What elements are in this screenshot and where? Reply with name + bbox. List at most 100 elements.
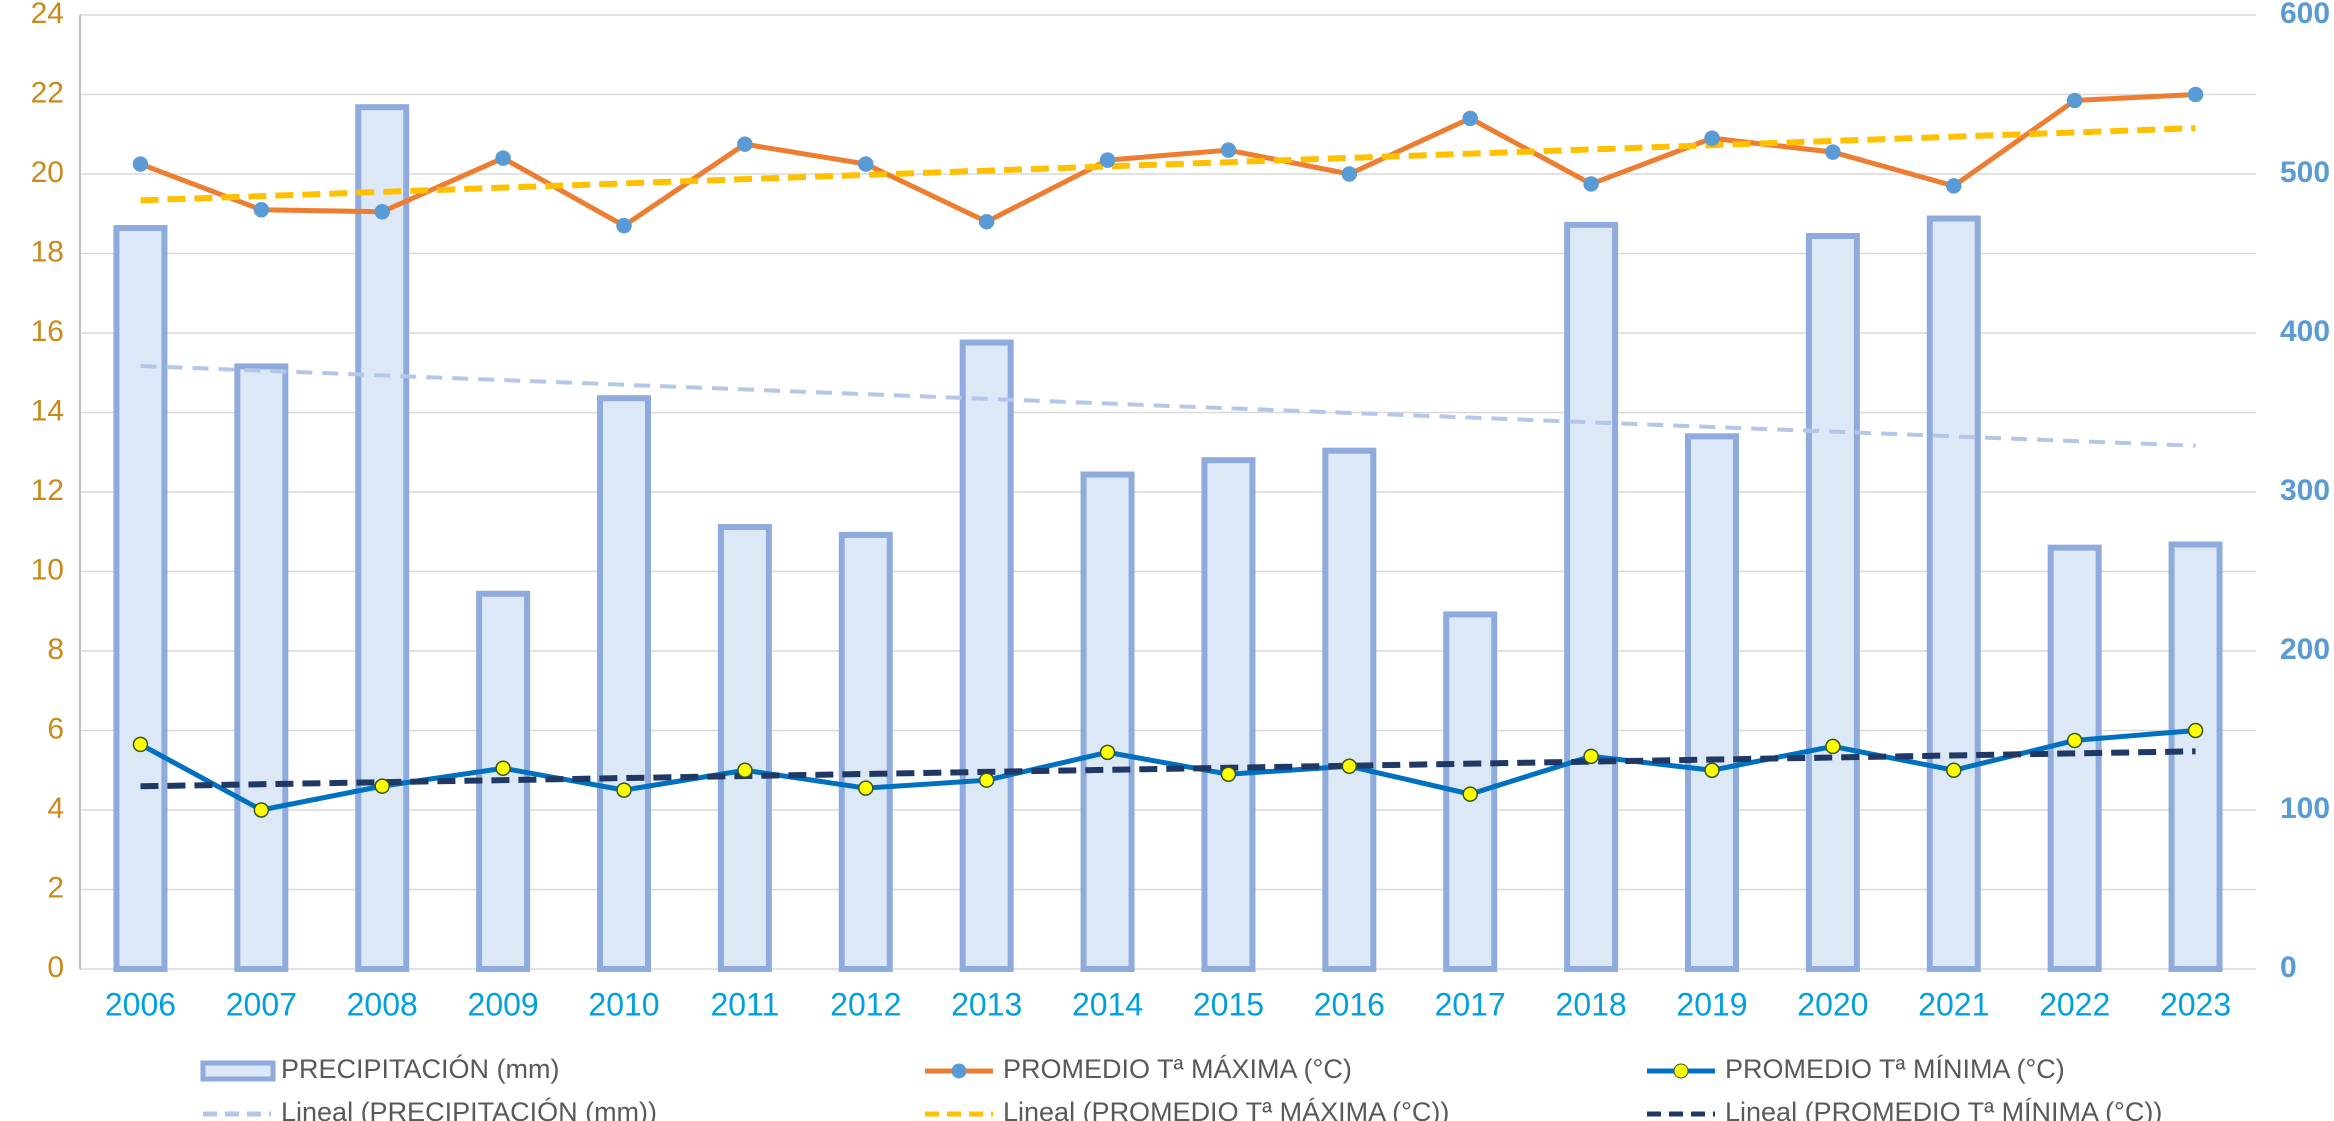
legend-label: PROMEDIO Tª MÍNIMA (°C) xyxy=(1725,1054,2065,1084)
y-tick-label: 24 xyxy=(31,0,64,30)
bar xyxy=(234,363,289,972)
marker xyxy=(737,762,753,778)
y-tick-label: 8 xyxy=(47,633,64,666)
legend-swatch xyxy=(951,1063,967,1079)
y-tick-label: 14 xyxy=(31,394,64,427)
y-tick-label: 0 xyxy=(47,951,64,984)
x-tick-label: 2008 xyxy=(347,986,418,1022)
bar xyxy=(597,395,651,972)
x-tick-label: 2016 xyxy=(1314,986,1385,1022)
y2-tick-label: 200 xyxy=(2280,633,2330,666)
y-tick-label: 16 xyxy=(31,315,64,348)
bar xyxy=(355,104,410,973)
marker xyxy=(2066,732,2083,749)
bar xyxy=(1080,471,1135,972)
y2-tick-label: 500 xyxy=(2280,156,2330,189)
bar xyxy=(1322,447,1377,973)
trend-line xyxy=(140,748,2196,790)
y-tick-label: 18 xyxy=(31,235,64,268)
y2-tick-label: 300 xyxy=(2280,474,2330,507)
marker xyxy=(495,760,511,777)
marker xyxy=(1583,748,1599,765)
marker xyxy=(2187,86,2204,103)
marker xyxy=(737,136,753,152)
marker xyxy=(616,217,632,234)
marker xyxy=(1704,130,1720,146)
bar xyxy=(2168,541,2223,972)
marker xyxy=(1099,152,1116,168)
legend-label: PRECIPITACIÓN (mm) xyxy=(281,1053,560,1084)
marker xyxy=(1220,766,1237,782)
marker xyxy=(2066,92,2083,109)
marker xyxy=(374,778,390,794)
y2-tick-label: 600 xyxy=(2280,0,2330,30)
marker xyxy=(253,802,270,818)
marker xyxy=(1704,762,1720,778)
bar xyxy=(1805,233,1860,972)
marker xyxy=(2187,722,2204,739)
marker xyxy=(132,736,149,753)
y-tick-label: 12 xyxy=(31,474,64,507)
legend-swatch xyxy=(200,1060,276,1082)
marker xyxy=(1825,144,1841,160)
trend-line xyxy=(140,125,2196,204)
legend-label: Lineal (PROMEDIO Tª MÍNIMA (°C)) xyxy=(1725,1097,2162,1121)
bar xyxy=(1926,215,1981,972)
bar xyxy=(1685,433,1739,973)
y-tick-label: 4 xyxy=(47,792,64,825)
x-tick-label: 2011 xyxy=(710,986,779,1022)
x-tick-label: 2020 xyxy=(1797,986,1868,1022)
marker xyxy=(1462,786,1478,802)
marker xyxy=(132,156,149,172)
marker xyxy=(1220,142,1237,158)
marker xyxy=(858,780,874,796)
marker xyxy=(495,150,511,166)
y-tick-label: 6 xyxy=(47,712,64,745)
x-tick-label: 2015 xyxy=(1193,986,1264,1022)
x-tick-label: 2006 xyxy=(105,986,176,1022)
y-tick-label: 20 xyxy=(31,156,64,189)
marker xyxy=(1462,110,1478,127)
legend-label: Lineal (PROMEDIO Tª MÁXIMA (°C)) xyxy=(1003,1097,1449,1121)
x-tick-label: 2009 xyxy=(468,986,539,1022)
marker xyxy=(1946,178,1962,194)
trend-line xyxy=(140,364,2196,448)
bar xyxy=(113,225,168,972)
x-tick-label: 2007 xyxy=(226,986,297,1022)
marker xyxy=(1583,176,1599,192)
marker xyxy=(978,772,995,788)
y-tick-label: 10 xyxy=(31,553,64,586)
bar xyxy=(1564,221,1619,972)
bar xyxy=(838,531,893,972)
y2-tick-label: 400 xyxy=(2280,315,2330,348)
bar xyxy=(1201,457,1256,972)
marker xyxy=(978,213,995,230)
legend-label: PROMEDIO Tª MÁXIMA (°C) xyxy=(1003,1054,1352,1084)
x-tick-label: 2012 xyxy=(830,986,901,1022)
x-tick-label: 2013 xyxy=(951,986,1022,1022)
marker xyxy=(1825,738,1841,755)
x-tick-label: 2022 xyxy=(2039,986,2110,1022)
marker xyxy=(253,202,270,218)
x-tick-label: 2018 xyxy=(1556,986,1627,1022)
bar xyxy=(959,339,1014,973)
x-tick-label: 2014 xyxy=(1072,986,1143,1022)
x-tick-label: 2017 xyxy=(1435,986,1506,1022)
x-tick-label: 2023 xyxy=(2160,986,2231,1022)
marker xyxy=(1341,758,1358,775)
line xyxy=(139,728,2196,813)
marker xyxy=(1946,762,1962,778)
bar xyxy=(717,523,772,972)
y2-tick-label: 0 xyxy=(2280,951,2297,984)
x-tick-label: 2021 xyxy=(1918,986,1989,1022)
bar xyxy=(2047,544,2102,973)
y-tick-label: 22 xyxy=(31,76,64,109)
marker xyxy=(858,156,874,172)
legend-label: Lineal (PRECIPITACIÓN (mm)) xyxy=(281,1096,657,1121)
x-tick-label: 2010 xyxy=(588,986,659,1022)
marker xyxy=(374,204,390,220)
marker xyxy=(616,782,632,798)
y-tick-label: 2 xyxy=(47,871,64,904)
marker xyxy=(1341,166,1358,182)
